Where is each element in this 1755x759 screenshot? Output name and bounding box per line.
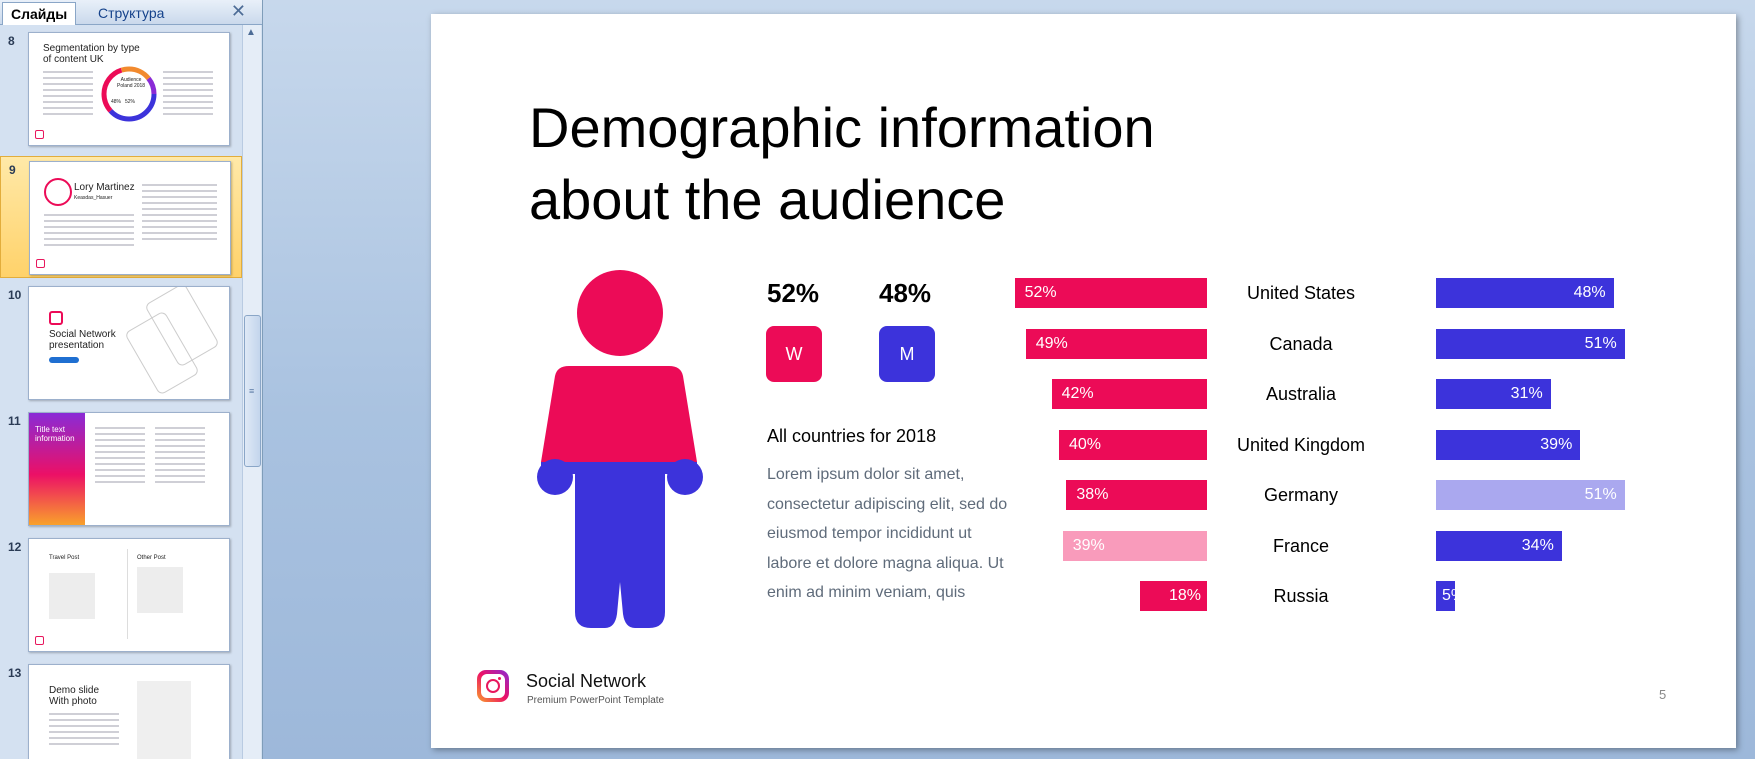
person-hand-icon	[667, 459, 703, 495]
slide-preview: Demo slide With photo	[28, 664, 230, 759]
bar-men: 39%	[1436, 429, 1581, 460]
thumb-title-2: Other Post	[137, 555, 166, 561]
men-box: M	[879, 326, 935, 382]
slide-number: 11	[8, 414, 21, 428]
thumb-text-lines	[43, 71, 93, 119]
bar-men: 48%	[1436, 278, 1614, 308]
gradient-panel	[29, 413, 85, 525]
mini-logo-icon	[35, 636, 44, 645]
grip-icon: ≡	[249, 386, 255, 396]
bar-women: 18%	[1140, 581, 1207, 611]
slide-preview: Lory Martinez Keasdas_Hasuer	[29, 161, 231, 275]
bar-men: 31%	[1436, 379, 1551, 409]
footer-brand: Social Network	[526, 671, 647, 691]
bar-men: 51%	[1436, 328, 1625, 359]
bar-men: 5%	[1436, 581, 1465, 611]
slide-number: 8	[8, 34, 15, 48]
slide-thumbnail[interactable]: 10 Social Network presentation	[0, 282, 242, 402]
panel-scrollbar[interactable]: ▲ ≡	[242, 25, 261, 759]
person-torso-icon	[541, 366, 697, 474]
bar-women: 42%	[1051, 379, 1207, 409]
tab-outline[interactable]: Структура	[98, 5, 165, 21]
slide-number: 10	[8, 288, 22, 302]
slide-thumbnail[interactable]: 8 Segmentation by type of content UK Aud…	[0, 28, 242, 148]
divider	[127, 549, 128, 639]
men-percentage: 48%	[879, 278, 932, 308]
thumb-text-lines	[49, 713, 119, 749]
slide-thumbnail[interactable]: 11 Title text information	[0, 408, 242, 528]
country-label: United States	[1246, 283, 1356, 303]
person-hand-icon	[537, 459, 573, 495]
slide-number: 13	[8, 666, 22, 680]
slide-canvas: Demographic information about the audien…	[431, 14, 1736, 748]
chart-subtitle: All countries for 2018	[767, 426, 937, 446]
slides-panel: Слайды Структура ✕ 8 Segmentation by typ…	[0, 0, 263, 759]
slide-thumbnail[interactable]: 13 Demo slide With photo	[0, 660, 242, 759]
thumb-title: Segmentation by type of content UK	[43, 43, 140, 65]
thumb-text-lines	[95, 427, 145, 487]
bar-women: 49%	[1025, 328, 1207, 359]
instagram-icon	[49, 311, 63, 325]
country-label: Australia	[1265, 384, 1337, 404]
country-label: Germany	[1263, 485, 1339, 505]
thumb-text-lines	[155, 427, 205, 487]
thumb-title: Social Network presentation	[49, 329, 116, 351]
instagram-logo-icon	[477, 670, 509, 702]
slide-preview: Social Network presentation	[28, 286, 230, 400]
image-placeholder	[137, 681, 191, 759]
slide-thumbnail[interactable]: 12 Travel Post Other Post	[0, 534, 242, 654]
mini-logo-icon	[36, 259, 45, 268]
slide-thumbnail-list: 8 Segmentation by type of content UK Aud…	[0, 25, 242, 759]
thumb-title: Demo slide With photo	[49, 685, 100, 707]
thumb-pct-2: 52%	[125, 99, 136, 105]
donut-chart-icon	[101, 66, 157, 122]
avatar-circle	[44, 178, 72, 206]
mini-logo-icon	[35, 130, 44, 139]
bar-women: 52%	[1014, 278, 1207, 308]
slide-thumbnail-selected[interactable]: 9 Lory Martinez Keasdas_Hasuer	[0, 156, 242, 278]
slide-preview: Segmentation by type of content UK Audie…	[28, 32, 230, 146]
person-head-icon	[577, 270, 663, 356]
country-label: United Kingdom	[1236, 434, 1366, 455]
thumb-title: Title text information	[35, 425, 75, 443]
thumb-title: Lory Martinez	[74, 182, 135, 193]
thumb-center-text: Audience Poland 2018	[117, 77, 146, 89]
thumb-table-lines	[142, 184, 217, 244]
thumb-text-lines	[163, 71, 213, 119]
thumb-subtitle: Keasdas_Hasuer	[74, 195, 113, 201]
slide-title[interactable]: Demographic information about the audien…	[529, 96, 1155, 231]
slide-number: 9	[9, 163, 16, 177]
women-percentage: 52%	[767, 278, 820, 308]
bar-women: 40%	[1059, 429, 1207, 460]
thumb-title: Travel Post	[49, 555, 80, 561]
country-label: Canada	[1269, 333, 1333, 354]
panel-tabs: Слайды Структура ✕	[0, 0, 262, 25]
thumb-pct-1: 48%	[111, 99, 122, 105]
bar-women: 38%	[1066, 480, 1207, 510]
page-number: 5	[1659, 687, 1667, 702]
body-text[interactable]: Lorem ipsum dolor sit amet, consectetur …	[767, 466, 1008, 601]
close-icon[interactable]: ✕	[230, 1, 246, 21]
thumb-button	[49, 357, 79, 363]
scroll-up-icon[interactable]: ▲	[246, 27, 256, 38]
bar-women: 39%	[1062, 530, 1207, 561]
country-label: Russia	[1273, 586, 1329, 606]
scroll-thumb[interactable]: ≡	[244, 315, 261, 467]
image-placeholder	[137, 567, 183, 613]
footer-subtitle: Premium PowerPoint Template	[527, 695, 665, 706]
slide-number: 12	[8, 540, 22, 554]
thumb-text-lines	[44, 214, 134, 250]
tab-slides[interactable]: Слайды	[2, 2, 77, 25]
slide-preview: Travel Post Other Post	[28, 538, 230, 652]
women-box: W	[766, 326, 822, 382]
bar-men: 34%	[1436, 530, 1562, 561]
person-legs-icon	[575, 462, 665, 628]
image-placeholder	[49, 573, 95, 619]
country-label: France	[1272, 535, 1330, 556]
bar-men: 51%	[1436, 480, 1625, 510]
slide-preview: Title text information	[28, 412, 230, 526]
